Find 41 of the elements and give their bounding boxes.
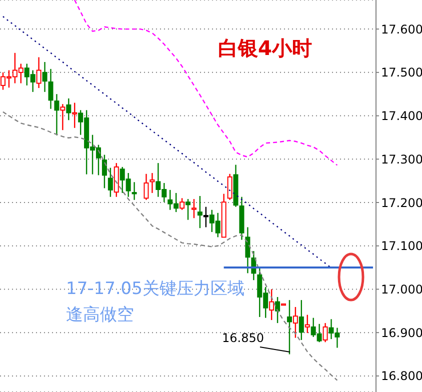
y-tick-label: 17.100 [381, 239, 422, 254]
candlestick [36, 56, 42, 89]
candlestick [144, 173, 149, 201]
candlestick [48, 68, 54, 110]
candlestick [180, 198, 185, 210]
annotation: 17-17.05关键压力区域 [66, 279, 244, 299]
candlestick [42, 61, 48, 93]
candlestick [292, 306, 298, 338]
candlestick [197, 195, 202, 229]
candlestick [227, 173, 232, 201]
candlestick [150, 172, 155, 194]
annotation: 16.850 [222, 331, 264, 345]
candlestick [108, 167, 113, 198]
candlestick [66, 98, 72, 121]
candlestick [322, 322, 328, 343]
y-tick-label: 17.000 [381, 282, 422, 296]
y-tick-label: 17.300 [381, 152, 422, 166]
candlestick [132, 182, 137, 201]
text: 白银4小时 [218, 36, 312, 60]
y-tick-label: 17.400 [381, 109, 422, 124]
candlestick [60, 103, 66, 131]
candlestick [298, 299, 304, 341]
line-series [2, 16, 332, 269]
candlestick [102, 154, 107, 189]
candlestick [275, 296, 280, 324]
candlestick [54, 93, 60, 136]
candlestick [186, 198, 191, 220]
candlestick [72, 102, 78, 129]
candlestick [245, 226, 250, 274]
annotation: 逢高做空 [66, 305, 134, 325]
y-tick-label: 17.600 [381, 22, 422, 36]
candlestick [269, 288, 274, 321]
y-tick-label: 17.500 [381, 66, 422, 80]
candlestick [286, 299, 292, 355]
candlestick [304, 314, 310, 334]
y-tick-label: 16.800 [381, 369, 422, 384]
line-series [74, 0, 338, 166]
y-tick-label: 16.900 [381, 326, 422, 340]
y-tick-label: 17.200 [381, 196, 422, 210]
candlestick [203, 206, 208, 228]
candlestick [191, 198, 196, 219]
